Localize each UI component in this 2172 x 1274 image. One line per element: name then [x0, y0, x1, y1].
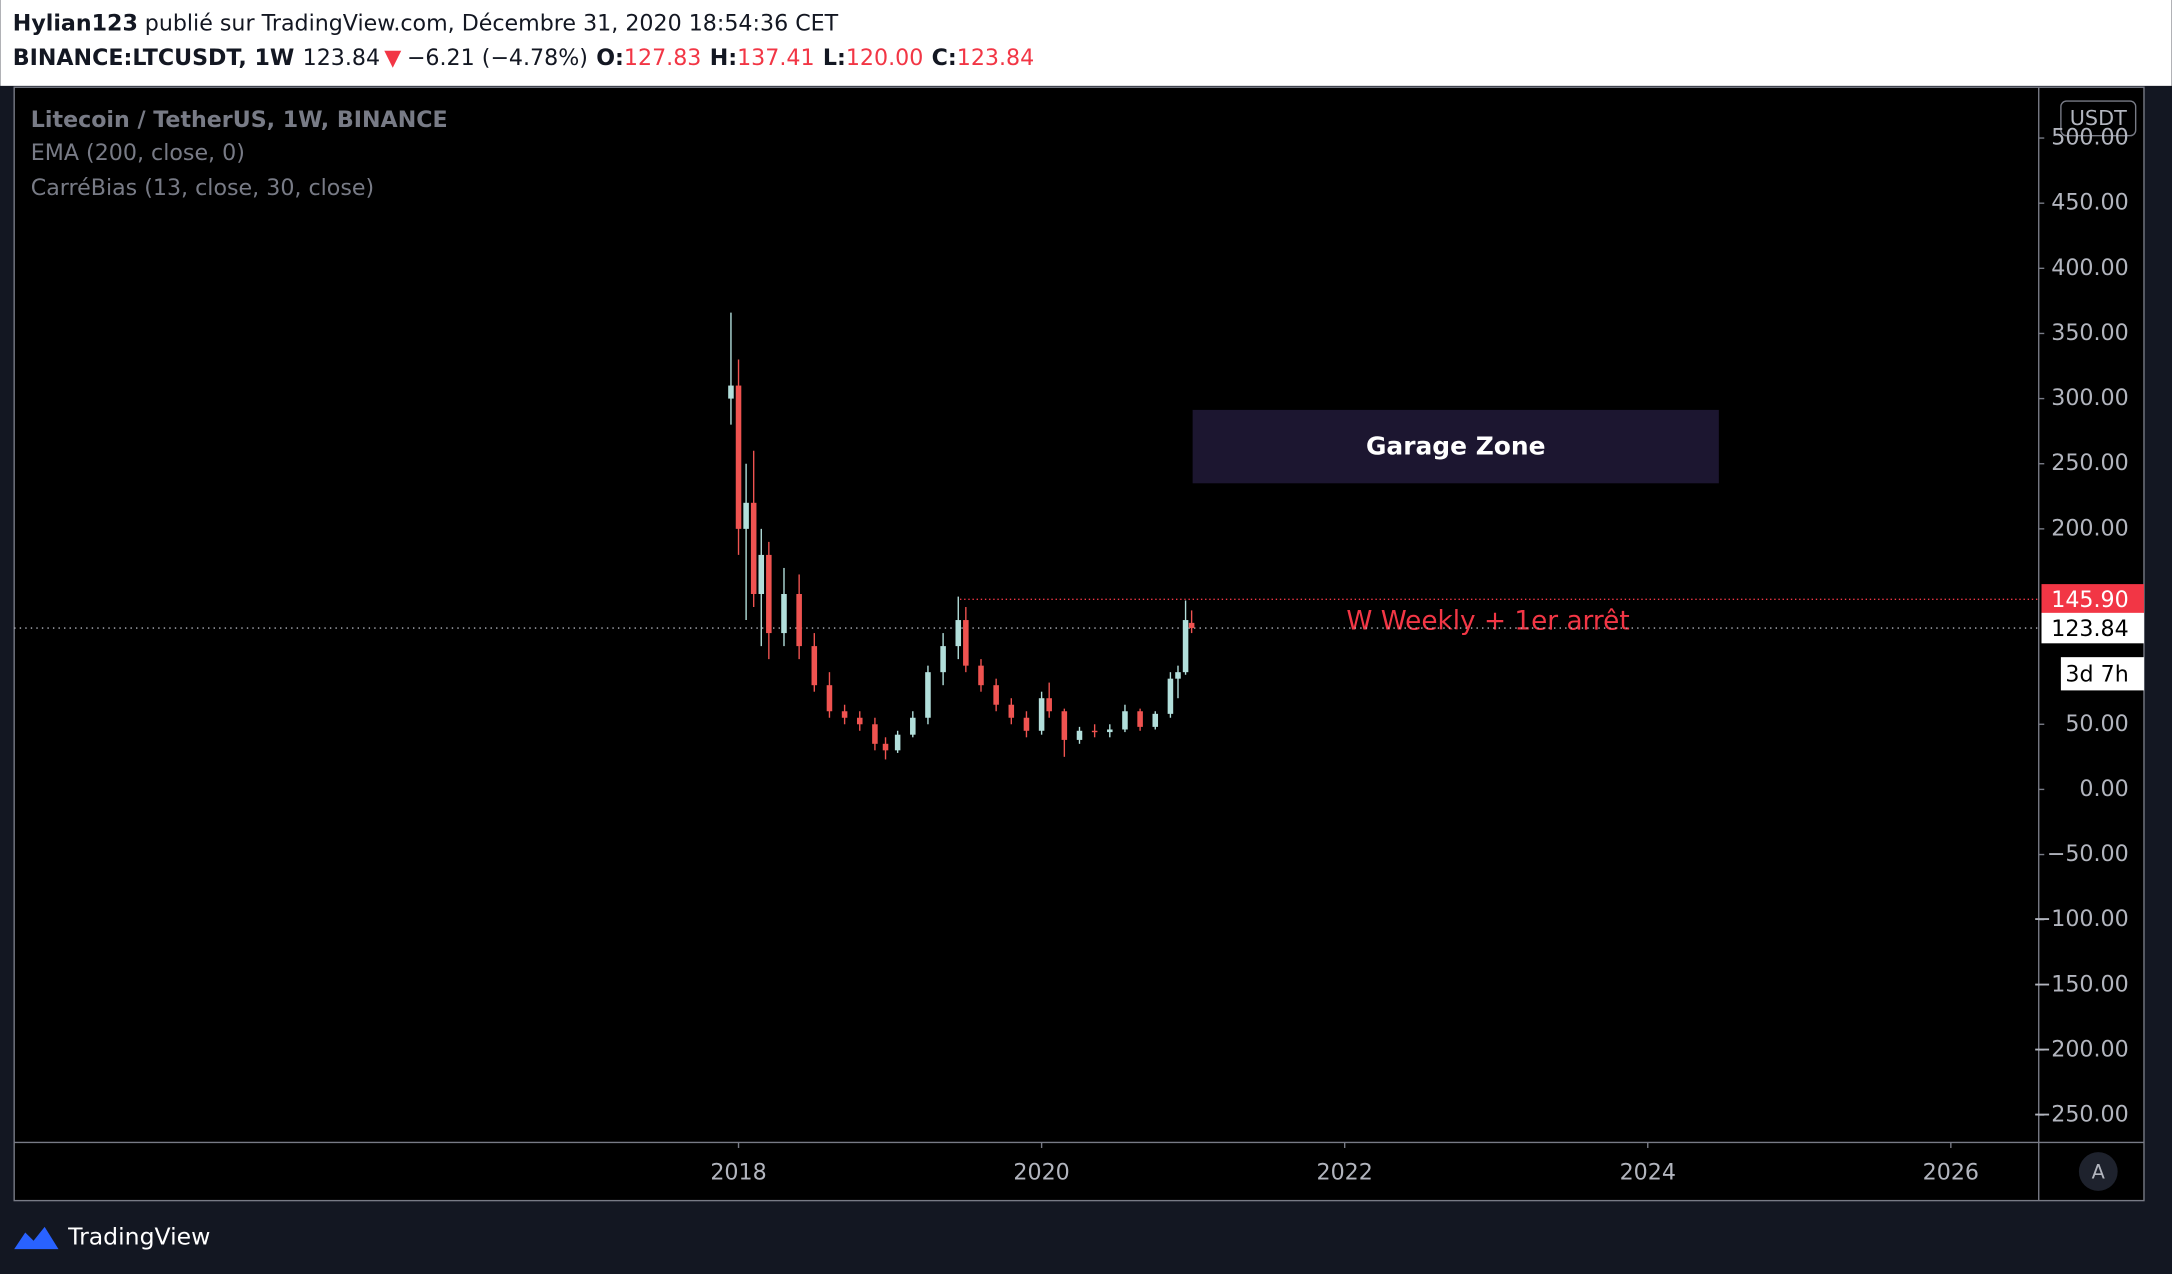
candle-body [841, 711, 848, 718]
scale-button-label[interactable]: A [2092, 1160, 2106, 1183]
y-tick-label: −150.00 [2033, 971, 2129, 997]
garage-zone [1192, 409, 1719, 484]
y-tick-label: 350.00 [2051, 320, 2128, 346]
candle-body [1091, 730, 1098, 733]
candle-body [872, 724, 878, 744]
y-tick-label: 50.00 [2065, 711, 2128, 737]
candle-body [1008, 704, 1015, 718]
y-tick-label: 200.00 [2051, 515, 2128, 541]
y-tick-label: −100.00 [2033, 906, 2129, 932]
price-line-label: 145.90 [2051, 587, 2128, 613]
candle-body [758, 554, 765, 594]
h: 137.41 [737, 45, 814, 71]
l-label: L: [823, 45, 846, 71]
candle-body [1107, 729, 1113, 733]
legend-ema: EMA (200, close, 0) [31, 140, 245, 166]
y-tick-label: −50.00 [2047, 841, 2129, 867]
candle-body [955, 620, 962, 647]
candle-body [1061, 711, 1068, 740]
x-tick-label: 2024 [1620, 1159, 1676, 1185]
candle-body [826, 685, 833, 712]
candle-body [781, 593, 787, 634]
arrow: ▼ [384, 45, 401, 71]
candle-body [1152, 713, 1159, 727]
candle-body [1188, 622, 1195, 629]
candle-body [796, 593, 802, 647]
last-price-label: 123.84 [2051, 616, 2128, 642]
candle-body [925, 672, 931, 718]
candle-body [750, 502, 757, 594]
brand-logo [14, 1226, 59, 1250]
x-tick-label: 2018 [710, 1159, 766, 1185]
symbol: BINANCE:LTCUSDT, 1W [13, 45, 295, 71]
zone-label: Garage Zone [1366, 431, 1546, 460]
candle-body [743, 502, 749, 529]
candle-body [940, 646, 946, 673]
currency: USDT [2070, 106, 2127, 130]
x-tick-label: 2020 [1013, 1159, 1069, 1185]
y-tick-label: 450.00 [2051, 190, 2128, 216]
y-tick-label: −200.00 [2033, 1036, 2129, 1062]
candle-body [993, 685, 999, 705]
l: 120.00 [846, 45, 923, 71]
x-tick-label: 2022 [1317, 1159, 1373, 1185]
candle-body [963, 620, 969, 666]
y-tick-label: 0.00 [2079, 776, 2128, 802]
y-tick-label: 250.00 [2051, 450, 2128, 476]
author: Hylian123 [13, 10, 138, 36]
y-tick-label: 400.00 [2051, 255, 2128, 281]
y-tick-label: 500.00 [2051, 125, 2128, 151]
candle-body [1167, 678, 1174, 714]
header-line-2: BINANCE:LTCUSDT, 1W 123.84 ▼ −6.21 (−4.78%)… [13, 45, 1034, 71]
candle-body [910, 717, 916, 735]
candle-body [1182, 620, 1189, 673]
countdown-tag [2060, 657, 2144, 691]
y-tick-label: 300.00 [2051, 385, 2128, 411]
candle-body [856, 717, 863, 725]
candle-body [1122, 711, 1128, 730]
candle-body [811, 646, 818, 686]
candle-body [735, 385, 742, 529]
c-label: C: [932, 45, 957, 71]
h-label: H: [710, 45, 737, 71]
candle-body [1038, 698, 1045, 731]
scale-button[interactable] [2078, 1152, 2118, 1191]
header-line-1: Hylian123 publié sur TradingView.com, Déc… [13, 10, 839, 36]
countdown: 3d 7h [2065, 662, 2128, 688]
o-label: O: [596, 45, 624, 71]
change: −6.21 (−4.78%) [407, 45, 588, 71]
candle-body [978, 665, 984, 686]
legend-bias: CarréBias (13, close, 30, close) [31, 175, 374, 201]
candle-body [894, 734, 901, 751]
x-tick-label: 2026 [1923, 1159, 1979, 1185]
annotation: W Weekly + 1er arrêt [1346, 606, 1629, 636]
price-line-tag [2041, 584, 2144, 615]
currency-box [2060, 100, 2137, 137]
candle-body [1175, 672, 1181, 679]
candle-body [1023, 717, 1030, 731]
candle-body [882, 743, 889, 751]
candle-body [1076, 730, 1083, 740]
legend-title: Litecoin / TetherUS, 1W, BINANCE [31, 107, 448, 133]
y-tick-label: −250.00 [2033, 1102, 2129, 1128]
chart-frame [13, 86, 2145, 1202]
published: publié sur TradingView.com, Décembre 31,… [145, 10, 839, 36]
brand: TradingView [67, 1222, 210, 1250]
last-price-tag [2041, 612, 2144, 644]
price: 123.84 [303, 45, 380, 71]
candle-body [1046, 698, 1052, 712]
header-bg [0, 0, 2172, 86]
candle-body [766, 554, 772, 634]
o: 127.83 [624, 45, 701, 71]
c: 123.84 [957, 45, 1034, 71]
candle-body [728, 385, 734, 399]
candle-body [1137, 711, 1143, 727]
